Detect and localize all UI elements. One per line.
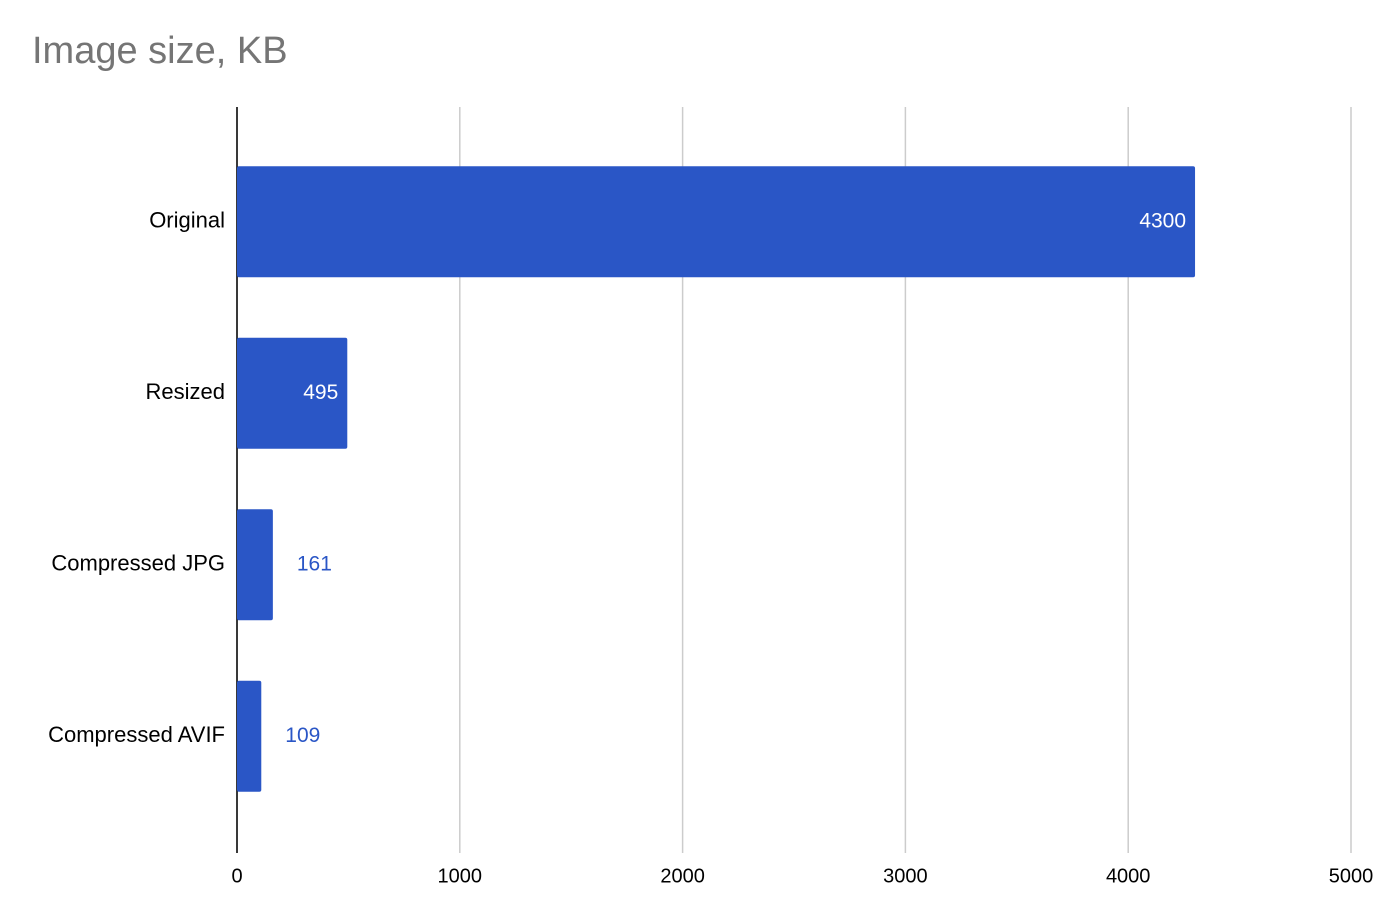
chart-title: Image size, KB (32, 30, 288, 72)
y-tick-label: Resized (146, 379, 225, 404)
y-tick-label: Original (149, 208, 225, 233)
value-label: 4300 (1139, 209, 1186, 232)
bar (237, 166, 1196, 278)
value-label: 109 (285, 724, 320, 747)
x-tick-label: 3000 (883, 865, 928, 887)
x-tick-label: 5000 (1329, 865, 1374, 887)
bar (237, 509, 273, 621)
x-tick-label: 4000 (1106, 865, 1151, 887)
y-tick-label: Compressed JPG (51, 551, 225, 576)
bar (237, 337, 348, 449)
bar (237, 680, 262, 792)
value-label: 161 (297, 552, 332, 575)
value-label: 495 (303, 381, 338, 404)
x-tick-label: 2000 (660, 865, 705, 887)
x-tick-label: 0 (231, 865, 242, 887)
x-tick-label: 1000 (438, 865, 483, 887)
y-tick-label: Compressed AVIF (48, 722, 225, 747)
